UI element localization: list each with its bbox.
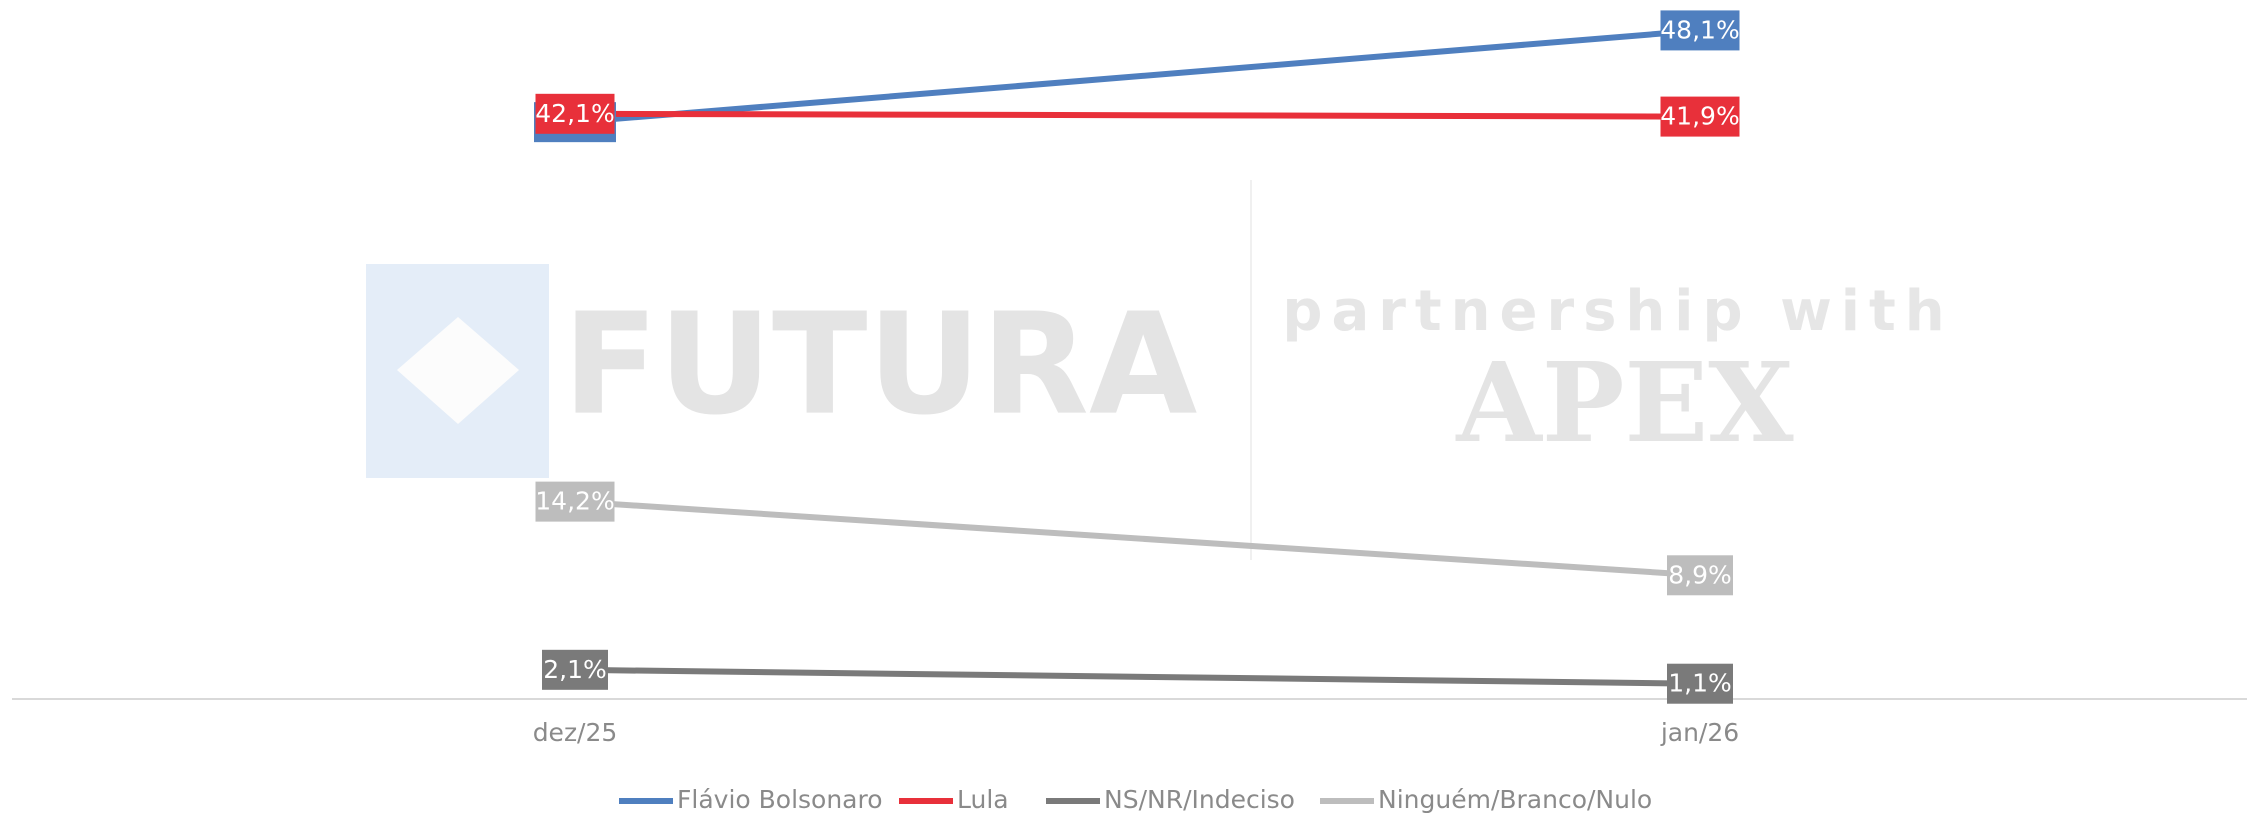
value-label-box: 42,1% — [535, 93, 615, 134]
series-line — [574, 27, 1701, 126]
value-label: 14,2% — [535, 487, 614, 516]
point-marker — [542, 649, 608, 690]
value-label: 48,1% — [1660, 15, 1739, 44]
watermark-partner: APEX — [1455, 338, 1794, 467]
value-label: 2,1% — [543, 655, 607, 684]
point-marker — [535, 93, 615, 134]
watermark-tagline: partnership with — [1282, 279, 1953, 344]
series-line — [574, 498, 1701, 579]
point-marker — [1667, 663, 1733, 704]
value-label-box: 41,9% — [1660, 96, 1740, 137]
value-label-box: 14,2% — [535, 481, 615, 522]
legend-label: Ninguém/Branco/Nulo — [1378, 785, 1652, 814]
point-marker — [1660, 10, 1740, 51]
value-label-box: 1,1% — [1667, 663, 1733, 704]
legend-label: Lula — [957, 785, 1009, 814]
value-label-box: 8,9% — [1667, 555, 1733, 596]
legend-label: Flávio Bolsonaro — [677, 785, 883, 814]
point-marker — [1667, 555, 1733, 596]
series-line — [574, 666, 1701, 687]
value-label: 1,1% — [1668, 669, 1732, 698]
point-marker — [1660, 96, 1740, 137]
series-line — [574, 110, 1701, 120]
legend-label: NS/NR/Indeciso — [1104, 785, 1295, 814]
value-label: 8,9% — [1668, 560, 1732, 589]
x-tick-label: dez/25 — [533, 718, 618, 747]
value-label: 42,1% — [535, 99, 614, 128]
watermark-brand: FUTURA — [563, 284, 1198, 447]
watermark: FUTURA partnership with APEX — [366, 180, 1953, 560]
value-label-box: 2,1% — [542, 649, 608, 690]
value-label-box: 48,1% — [1660, 10, 1740, 51]
point-marker — [535, 481, 615, 522]
value-label: 41,9% — [1660, 102, 1739, 131]
x-tick-label: jan/26 — [1660, 718, 1739, 747]
watermark-diamond — [397, 317, 519, 424]
